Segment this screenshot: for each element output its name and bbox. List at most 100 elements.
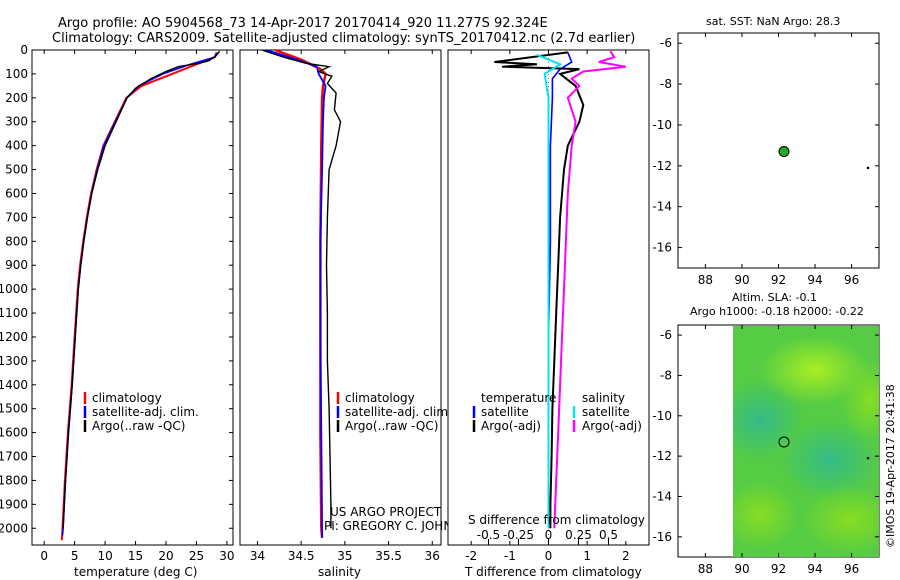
map-y-tick-label: -8 <box>660 77 672 91</box>
x-tick-label: 2 <box>622 549 630 563</box>
x2-tick-label: 0 <box>545 528 553 542</box>
sla-map-panel: Altim. SLA: -0.1 Argo h1000: -0.18 h2000… <box>652 291 880 576</box>
x2-tick-label: -0.25 <box>503 528 534 542</box>
map-y-tick-label: -6 <box>660 328 672 342</box>
s-difference-label: S difference from climatology <box>468 513 645 527</box>
legend-t-satellite: satellite <box>481 405 529 419</box>
legend-climatology: climatology <box>345 391 415 405</box>
x-tick-label: 10 <box>97 549 112 563</box>
temperature-xlabel: temperature (deg C) <box>74 565 197 579</box>
sst-map-title: sat. SST: NaN Argo: 28.3 <box>706 15 840 28</box>
x-tick-label: 30 <box>219 549 234 563</box>
map-y-tick-label: -12 <box>652 159 672 173</box>
temperature-x-ticks: 0 5 10 15 20 25 30 <box>40 50 235 563</box>
legend-temperature-heading: temperature <box>481 391 556 405</box>
x-tick-label: 20 <box>158 549 173 563</box>
x-tick-label: 1 <box>583 549 591 563</box>
series-argo-raw-qc--line <box>62 50 221 529</box>
map-x-tick-label: 96 <box>844 562 859 576</box>
y-tick-label: 900 <box>5 258 28 272</box>
difference-legend: temperature satellite Argo(-adj) salinit… <box>472 391 642 433</box>
map-y-tick-label: -6 <box>660 36 672 50</box>
legend-s-argo: Argo(-adj) <box>582 419 642 433</box>
t-difference-label: T difference from climatology <box>464 565 642 579</box>
argo-position-marker <box>778 436 790 448</box>
map-y-tick-label: -8 <box>660 368 672 382</box>
difference-panel: -2 -1 0 1 2 -0.5 -0.25 0 0.25 0.5 S difference f… <box>447 49 650 579</box>
sla-map-subtitle: Argo h1000: -0.18 h2000: -0.22 <box>690 305 864 318</box>
map-x-tick-label: 94 <box>807 562 822 576</box>
x-tick-label: 25 <box>189 549 204 563</box>
salinity-series <box>261 48 342 538</box>
salinity-panel: 34 34.5 35 35.5 36 salinity climatology sate… <box>239 48 478 579</box>
x-tick-label: 0 <box>545 549 553 563</box>
sst-map-frame <box>677 32 880 269</box>
project-credit-line-1: US ARGO PROJECT <box>330 505 442 519</box>
argo-position-marker <box>778 146 790 158</box>
project-credit-line-2: PI: GREGORY C. JOHNSON <box>324 519 478 533</box>
legend-t-argo: Argo(-adj) <box>481 419 541 433</box>
x-tick-label: 15 <box>128 549 143 563</box>
sst-map-panel: sat. SST: NaN Argo: 28.3 88 90 92 94 96 -6 -8 -… <box>652 15 880 287</box>
salinity-x-ticks: 34 34.5 35 35.5 36 <box>250 50 440 563</box>
x-tick-label: 0 <box>40 549 48 563</box>
y-tick-label: 200 <box>5 91 28 105</box>
map-x-tick-label: 96 <box>844 273 859 287</box>
salinity-difference-ticks: -0.5 -0.25 0 0.25 0.5 <box>477 528 618 545</box>
sla-map-title: Altim. SLA: -0.1 <box>732 291 817 304</box>
series-satellite-line <box>536 53 563 529</box>
legend-climatology: climatology <box>92 391 162 405</box>
y-tick-label: 1100 <box>0 306 28 320</box>
y-tick-label: 300 <box>5 115 28 129</box>
x-tick-label: -1 <box>504 549 516 563</box>
sla-map-axes: 88 90 92 94 96 -6 -8 -10 -12 -14 -16 <box>652 325 879 576</box>
y-tick-label: 1400 <box>0 378 28 392</box>
island-marker <box>866 166 870 170</box>
map-y-tick-label: -10 <box>652 118 672 132</box>
legend-satellite-adj: satellite-adj. clim. <box>92 405 199 419</box>
legend-s-satellite: satellite <box>582 405 630 419</box>
salinity-xlabel: salinity <box>318 565 361 579</box>
sst-map-axes: 88 90 92 94 96 -6 -8 -10 -12 -14 -16 <box>652 33 879 287</box>
map-x-tick-label: 90 <box>734 273 749 287</box>
series-argo-raw-qc--line <box>261 49 342 529</box>
temperature-legend: climatology satellite-adj. clim. Argo(..… <box>83 391 199 433</box>
legend-argo-raw: Argo(..raw -QC) <box>345 419 438 433</box>
y-tick-label: 1600 <box>0 426 28 440</box>
legend-satellite-adj: satellite-adj. clim. <box>345 405 452 419</box>
x-tick-label: 5 <box>71 549 79 563</box>
map-x-tick-label: 94 <box>807 273 822 287</box>
x-tick-label: 34.5 <box>288 549 315 563</box>
map-y-tick-label: -12 <box>652 449 672 463</box>
temperature-plot-frame <box>31 49 234 546</box>
series-argo-adj--line <box>494 51 585 529</box>
difference-x-ticks: -2 -1 0 1 2 <box>465 50 630 563</box>
y-tick-label: 100 <box>5 67 28 81</box>
legend-argo-raw: Argo(..raw -QC) <box>92 419 185 433</box>
temperature-series <box>60 50 221 541</box>
map-y-tick-label: -14 <box>652 200 672 214</box>
x-tick-label: 35 <box>337 549 352 563</box>
x-tick-label: 34 <box>250 549 265 563</box>
series-argo-adj--line <box>553 50 626 529</box>
y-tick-label: 1500 <box>0 402 28 416</box>
x-tick-label: -2 <box>465 549 477 563</box>
map-y-tick-label: -16 <box>652 530 672 544</box>
legend-salinity-heading: salinity <box>582 391 625 405</box>
y-tick-label: 800 <box>5 234 28 248</box>
map-x-tick-label: 92 <box>771 562 786 576</box>
y-tick-label: 1000 <box>0 282 28 296</box>
y-tick-label: 700 <box>5 210 28 224</box>
difference-series <box>494 50 626 529</box>
map-x-tick-label: 88 <box>698 562 713 576</box>
series-satellite-adj-clim--line <box>265 49 327 538</box>
title-line-2: Climatology: CARS2009. Satellite-adjuste… <box>52 31 635 46</box>
y-tick-label: 0 <box>20 43 28 57</box>
map-x-tick-label: 92 <box>771 273 786 287</box>
y-tick-label: 1300 <box>0 354 28 368</box>
y-tick-label: 1900 <box>0 497 28 511</box>
y-tick-label: 1700 <box>0 450 28 464</box>
map-x-tick-label: 88 <box>698 273 713 287</box>
y-tick-label: 400 <box>5 139 28 153</box>
